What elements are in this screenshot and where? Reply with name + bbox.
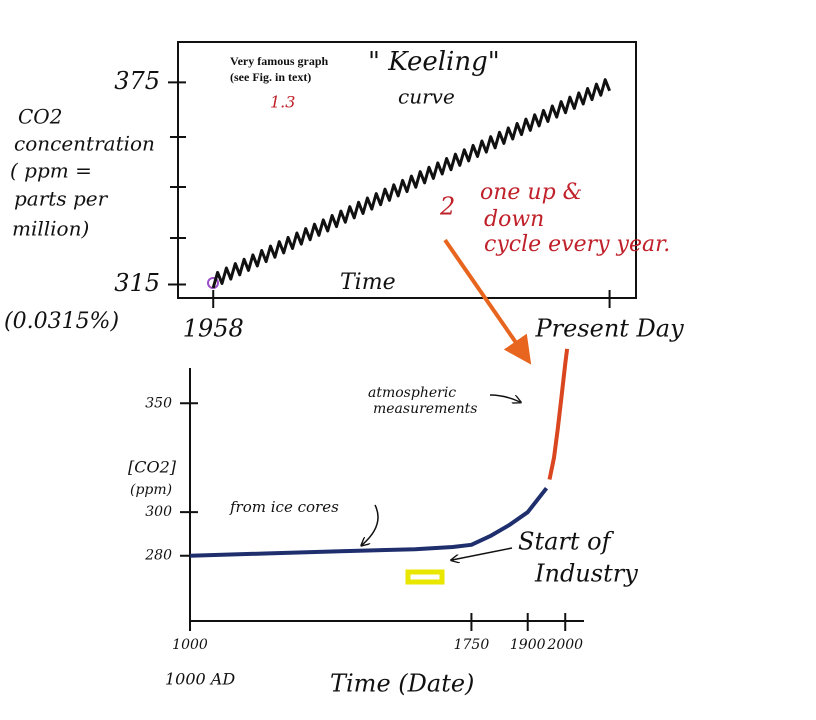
- x-tick-label: 1000: [172, 637, 208, 653]
- annotation: 2: [439, 193, 455, 221]
- annotation: Very famous graph: [230, 54, 329, 68]
- x-tick-label: Present Day: [534, 315, 684, 343]
- x-tick-label: 1750: [454, 637, 490, 653]
- annotation: 1.3: [270, 93, 295, 112]
- x-tick-label: 1958: [183, 315, 244, 343]
- annotation: (see Fig. in text): [230, 70, 311, 84]
- annotation: measurements: [373, 401, 477, 417]
- annotation: down: [484, 207, 544, 232]
- x-tick-label: 1900: [510, 637, 546, 653]
- annotation: one up &: [480, 180, 582, 205]
- y-label-line: [CO2]: [128, 458, 177, 477]
- y-label-line: concentration: [14, 132, 155, 156]
- start-marker: [207, 277, 219, 289]
- y-tick-label: 315: [114, 269, 160, 297]
- arrow: [489, 394, 520, 402]
- arrow: [452, 547, 513, 560]
- annotation: curve: [398, 85, 455, 109]
- minor-ticks: [170, 136, 186, 239]
- annotation: Industry: [534, 560, 638, 588]
- y-label-line: CO2: [18, 105, 62, 129]
- data-line: [211, 78, 611, 289]
- y-label-line: parts per: [14, 187, 109, 211]
- y-tick-label: 300: [145, 504, 172, 520]
- x-axis-label: Time: [340, 270, 396, 295]
- annotation: cycle every year.: [484, 232, 670, 257]
- y-tick-label: 350: [145, 395, 172, 411]
- y-label-line: ( ppm =: [10, 159, 92, 183]
- x-axis-label: Time (Date): [330, 670, 474, 698]
- arrow: [443, 238, 532, 365]
- plot-frame: [177, 41, 637, 299]
- annotation: from ice cores: [229, 498, 339, 516]
- annotation: " Keeling": [368, 47, 500, 77]
- y-tick-label: 280: [144, 548, 172, 564]
- y-axis-label: CO2 concentration ( ppm = parts per mill…: [10, 105, 155, 241]
- x-tick-label: 2000: [546, 637, 583, 653]
- y-label-line: (ppm): [130, 482, 172, 498]
- industry-marker: [405, 569, 445, 585]
- tick-note: 1000 AD: [165, 670, 235, 689]
- annotation: Start of: [518, 528, 615, 556]
- data-line: [189, 486, 549, 558]
- y-label-line: million): [12, 217, 89, 241]
- tick-note: (0.0315%): [4, 309, 119, 334]
- y-tick-label: 375: [114, 67, 160, 95]
- arrow: [362, 504, 379, 545]
- annotation: atmospheric: [368, 385, 456, 401]
- data-line: [547, 348, 570, 480]
